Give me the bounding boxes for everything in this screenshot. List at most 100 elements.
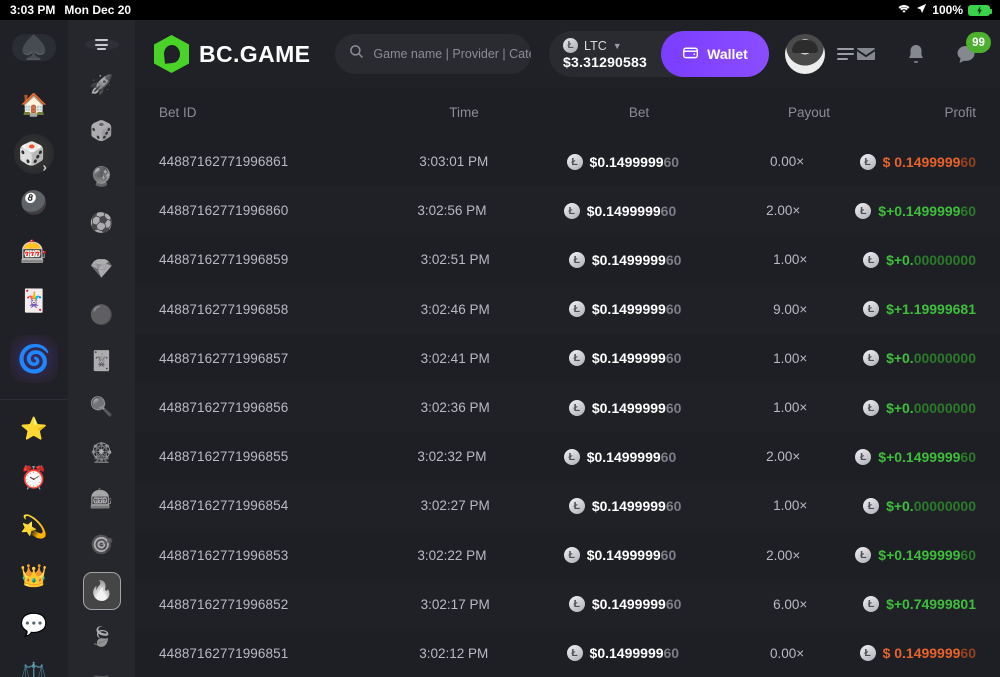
litecoin-coin-icon: Ł [863,350,880,367]
cell-profit: Ł $+0.149999960 [855,547,976,564]
battery-charging-icon [968,4,992,16]
cell-bet-id: 44887162771996860 [159,203,289,219]
account-menu-icon[interactable] [837,48,854,60]
cell-time: 3:02:51 PM [420,252,490,268]
litecoin-coin-icon: Ł [863,497,880,514]
litecoin-coin-icon: Ł [568,596,585,613]
sidebar-item-chat-bubbles[interactable]: 💬 [0,605,68,645]
sidebar-item-home[interactable]: 🏠 [0,85,68,125]
sidebar-item-spiral-bonus[interactable]: 🌀 [0,331,68,387]
bet-amount: $0.149999960 [591,251,682,268]
sidebar-item-game-mines[interactable]: 💎 [89,259,114,280]
sidebar-item-cards[interactable]: 🃏 [0,281,68,321]
brand-logo[interactable]: BC.GAME [154,35,310,73]
cell-bet: Ł $0.149999960 [533,251,718,268]
games-sidebar-items: 🚀 🎲 🔮 ⚽ 💎 🔴 🃏 🔍 🎡 🎰 🎯 🔥 🍃 🎮 [82,64,121,677]
cell-time: 3:02:17 PM [420,596,490,612]
cell-bet-id: 44887162771996861 [159,154,289,170]
table-row[interactable]: 44887162771996853 3:02:22 PM Ł $0.149999960… [135,531,1000,580]
sidebar-item-promotions-circle[interactable]: 💫 [0,507,68,547]
cell-time: 3:02:46 PM [420,301,490,317]
cell-payout: 1.00× [773,252,808,268]
sidebar-item-live-casino[interactable]: 🎰 [0,232,68,272]
table-row[interactable]: 44887162771996852 3:02:17 PM Ł $0.149999960… [135,579,1000,629]
sidebar-item-game-wheel[interactable]: 🎯 [89,535,114,556]
table-row[interactable]: 44887162771996854 3:02:27 PM Ł $0.149999960… [135,481,1000,531]
wallet-button[interactable]: Wallet [661,31,769,77]
cell-payout: 2.00× [766,547,801,563]
table-row[interactable]: 44887162771996858 3:02:46 PM Ł $0.149999960… [135,284,1000,334]
table-row[interactable]: 44887162771996859 3:02:51 PM Ł $0.149999960… [135,235,1000,284]
cell-payout: 2.00× [766,203,801,219]
cell-bet: Ł $0.149999960 [533,596,718,613]
bell-icon[interactable] [904,42,928,66]
sidebar-item-game-classic-dice[interactable]: 🎰 [89,489,114,510]
sidebar-item-casino-dice[interactable]: 🎲 › [0,134,68,174]
cell-payout: 6.00× [773,596,808,612]
column-header-bet: Bet [628,105,650,120]
cell-time: 3:02:41 PM [420,350,490,366]
litecoin-coin-icon: Ł [859,645,876,662]
wallet-area: Ł LTC ▼ $3.31290583 Wallet [549,31,769,77]
hamburger-menu-icon[interactable] [84,39,119,50]
sidebar-item-game-dice[interactable]: 🎲 [89,121,114,142]
chevron-right-icon[interactable]: › [42,159,47,174]
sidebar-item-game-video-poker[interactable]: 🃏 [89,351,114,372]
cell-bet-id: 44887162771996855 [159,449,289,465]
cell-time: 3:02:12 PM [419,645,489,661]
cell-profit: Ł $+0.74999801 [863,596,976,613]
sidebar-item-game-hash-dice[interactable]: 🔥 [82,572,121,610]
sidebar-item-vip-crown[interactable]: 👑 [0,556,68,596]
cell-time: 3:02:36 PM [420,400,490,416]
sidebar-item-recent-clock[interactable]: ⏰ [0,458,68,498]
search-input[interactable]: Game name | Provider | Cate [373,47,532,61]
bet-amount: $0.149999960 [589,153,680,170]
cell-bet: Ł $0.149999960 [533,399,718,416]
litecoin-coin-icon: Ł [568,497,585,514]
cell-payout: 1.00× [773,350,808,366]
table-row[interactable]: 44887162771996855 3:02:32 PM Ł $0.149999960… [135,432,1000,481]
table-row[interactable]: 44887162771996861 3:03:01 PM Ł $0.149999960… [135,137,1000,186]
table-body: 44887162771996861 3:03:01 PM Ł $0.149999960… [135,137,1000,677]
table-row[interactable]: 44887162771996857 3:02:41 PM Ł $0.149999960… [135,334,1000,383]
litecoin-coin-icon: Ł [863,596,880,613]
sidebar-item-game-more[interactable]: 🎮 [83,664,121,677]
cell-bet-id: 44887162771996854 [159,498,289,514]
litecoin-coin-icon: Ł [568,301,585,318]
table-row[interactable]: 44887162771996856 3:02:36 PM Ł $0.149999960… [135,382,1000,433]
table-row[interactable]: 44887162771996860 3:02:56 PM Ł $0.149999960… [135,186,1000,236]
sidebar-item-game-limbo[interactable]: 🔮 [89,167,114,188]
sidebar-item-favorites-star[interactable]: ⭐ [0,409,68,449]
profit-amount: $+0.00000000 [886,251,976,268]
sidebar-item-game-coinflip[interactable]: 🍃 [89,627,114,648]
sidebar-item-game-crash[interactable]: 🚀 [89,75,114,96]
litecoin-coin-icon: Ł [568,251,585,268]
litecoin-coin-icon: Ł [863,301,880,318]
home-icon: 🏠 [20,92,48,117]
sidebar-item-affiliate-scales[interactable]: ⚖️ [0,654,68,677]
litecoin-coin-icon: Ł [568,399,585,416]
cell-bet-id: 44887162771996856 [159,400,289,416]
wifi-icon [897,3,911,17]
avatar[interactable] [785,34,825,74]
chat-bubbles-icon: 💬 [20,612,48,637]
table-row[interactable]: 44887162771996851 3:02:12 PM Ł $0.149999960… [135,629,1000,677]
account-area[interactable] [785,34,854,74]
spade-logo-icon[interactable]: ♠️ [12,34,56,61]
cell-time: 3:03:01 PM [419,154,489,170]
sidebar-item-slots-seven[interactable]: 🎱 [0,183,68,223]
envelope-icon[interactable] [854,42,878,66]
sidebar-item-game-hilo[interactable]: 🔍 [89,397,114,418]
status-bar-right: 100% [897,3,992,17]
app-header: BC.GAME Game name | Provider | Cate Ł LT… [135,20,1000,88]
cell-profit: Ł $+0.00000000 [863,399,976,416]
search-box[interactable]: Game name | Provider | Cate [335,34,532,74]
sidebar-item-game-roulette[interactable]: 🎡 [89,443,114,464]
chat-bubble-icon[interactable]: 99 [954,32,991,66]
cell-profit: Ł $+0.149999960 [855,202,976,219]
sidebar-item-game-plinko[interactable]: ⚽ [89,213,114,234]
sidebar-divider [0,399,68,400]
status-date: Mon Dec 20 [64,3,132,17]
currency-selector[interactable]: Ł LTC ▼ $3.31290583 [563,38,661,70]
sidebar-item-game-keno[interactable]: 🔴 [89,305,114,326]
